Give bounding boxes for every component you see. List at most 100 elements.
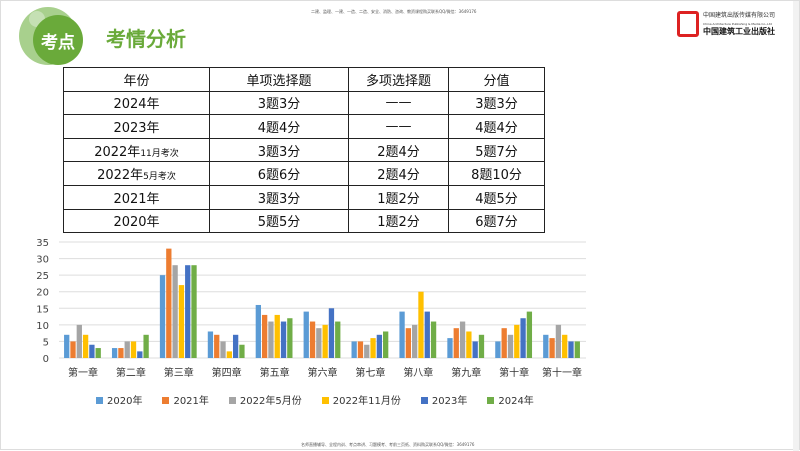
single-cell: 6题6分 (209, 161, 349, 186)
score-cell: 4题5分 (448, 184, 545, 210)
x-tick-label: 第一章 (68, 366, 98, 379)
bar-2024年 (143, 334, 149, 358)
bar-2020年 (495, 341, 501, 358)
bar-2024年 (430, 321, 437, 358)
bar-2022年5月份 (507, 334, 514, 358)
single-cell: 4题4分 (209, 114, 349, 139)
bar-2021年 (70, 341, 76, 358)
header-year: 年份 (63, 67, 210, 92)
year-cell: 2022年5月考次 (63, 161, 210, 186)
year-cell: 2022年11月考次 (63, 137, 210, 163)
bar-2022年11月份 (370, 338, 376, 358)
x-tick-label: 第五章 (260, 366, 290, 379)
bar-2022年5月份 (364, 344, 370, 358)
bar-2020年 (447, 338, 453, 358)
bar-2023年 (520, 318, 526, 358)
x-tick-label: 第十章 (499, 366, 529, 379)
single-cell: 3题3分 (209, 184, 349, 210)
bar-2022年11月份 (226, 351, 232, 358)
score-cell: 3题3分 (448, 90, 545, 116)
bar-2021年 (501, 328, 507, 358)
y-tick-label: 5 (43, 337, 49, 348)
multi-cell: —— (348, 90, 449, 116)
bar-2023年 (232, 334, 239, 358)
x-tick-label: 第八章 (403, 366, 433, 379)
header-single: 单项选择题 (209, 67, 349, 92)
bar-2022年11月份 (274, 314, 280, 358)
chart-legend: 2020年 2021年 2022年5月份 2022年11月份 2023年 2024年 (96, 392, 534, 407)
bar-2022年11月份 (178, 285, 185, 358)
watermark-note: 二建、监理、一建、一造、二造、安全、消防、咨询、教资课程购买联系QQ/微信：36… (311, 9, 477, 14)
bar-2022年5月份 (412, 324, 418, 358)
bar-2022年11月份 (322, 324, 328, 358)
x-tick-label: 第二章 (116, 366, 146, 379)
exam-table: 年份 单项选择题 多项选择题 分值 2024年 3题3分 —— 3题3分 2023… (63, 67, 545, 234)
bar-2020年 (399, 311, 405, 358)
bar-2020年 (207, 331, 214, 358)
y-tick-label: 35 (36, 238, 49, 249)
bar-chart: 0 5 10 15 20 25 30 35 第一章 第二章 第三章 第四章 第五章 第六章 第七章 第八章 第九… (36, 238, 586, 379)
bar-2023年 (424, 311, 430, 358)
bar-2021年 (309, 321, 316, 358)
score-cell: 8题10分 (448, 161, 545, 186)
bar-2024年 (478, 334, 485, 358)
score-cell: 5题7分 (448, 137, 545, 163)
bar-2022年5月份 (459, 321, 466, 358)
bar-2022年5月份 (220, 341, 226, 358)
multi-cell: 2题4分 (348, 137, 449, 163)
x-tick-label: 第三章 (164, 366, 194, 379)
bar-2021年 (166, 248, 172, 358)
legend-item: 2024年 (487, 392, 534, 407)
bar-2021年 (453, 328, 459, 358)
page-title: 考情分析 (106, 27, 186, 51)
year-cell: 2023年 (63, 114, 210, 139)
table-row: 2024年 3题3分 —— 3题3分 (63, 90, 545, 116)
legend-item: 2020年 (96, 392, 142, 407)
bar-2022年5月份 (555, 324, 562, 358)
y-tick-label: 0 (43, 354, 49, 365)
footer-note: 名师直播辅导、全程内训、考点串讲、习题模考、考前三页纸、资料购买联系QQ/微信：… (301, 442, 475, 447)
section-badge: 考点 (19, 7, 83, 65)
bar-2022年5月份 (124, 341, 130, 358)
legend-item: 2021年 (162, 392, 209, 407)
bar-2023年 (376, 334, 383, 358)
multi-cell: —— (348, 114, 449, 139)
x-tick-label: 第十一章 (542, 366, 582, 379)
bar-2021年 (405, 328, 412, 358)
x-tick-label: 第四章 (212, 366, 242, 379)
legend-item: 2022年11月份 (321, 392, 401, 407)
bar-2024年 (287, 318, 293, 358)
table-row: 2020年 5题5分 1题2分 6题7分 (63, 208, 545, 234)
header-multi: 多项选择题 (348, 67, 449, 92)
bar-2023年 (137, 351, 143, 358)
bar-2023年 (89, 344, 95, 358)
bar-2022年11月份 (418, 291, 424, 358)
bar-2023年 (568, 341, 574, 358)
bar-2022年5月份 (76, 324, 82, 358)
y-tick-label: 20 (36, 288, 49, 299)
bar-2024年 (526, 311, 533, 358)
x-tick-label: 第七章 (355, 366, 385, 379)
bar-2023年 (185, 265, 191, 358)
publisher-logo: 中国建筑出版传媒有限公司 China Architecture Publishin… (677, 11, 775, 37)
y-tick-label: 30 (36, 255, 49, 266)
bar-2024年 (239, 344, 245, 358)
table-row: 2021年 3题3分 1题2分 4题5分 (63, 184, 545, 210)
bar-2024年 (383, 331, 389, 358)
bar-2024年 (335, 321, 341, 358)
bar-2022年11月份 (466, 331, 472, 358)
bar-2022年11月份 (82, 334, 89, 358)
bar-2022年5月份 (172, 265, 178, 358)
bar-2022年11月份 (130, 341, 137, 358)
single-cell: 5题5分 (209, 208, 349, 234)
table-row: 2022年5月考次 6题6分 2题4分 8题10分 (63, 161, 545, 186)
bar-2023年 (280, 321, 287, 358)
score-cell: 4题4分 (448, 114, 545, 139)
bar-2021年 (118, 348, 124, 358)
multi-cell: 2题4分 (348, 161, 449, 186)
bar-2024年 (574, 341, 580, 358)
table-header-row: 年份 单项选择题 多项选择题 分值 (63, 67, 545, 92)
scrollbar[interactable] (793, 1, 799, 451)
bar-2022年5月份 (316, 328, 322, 358)
legend-item: 2023年 (420, 392, 467, 407)
